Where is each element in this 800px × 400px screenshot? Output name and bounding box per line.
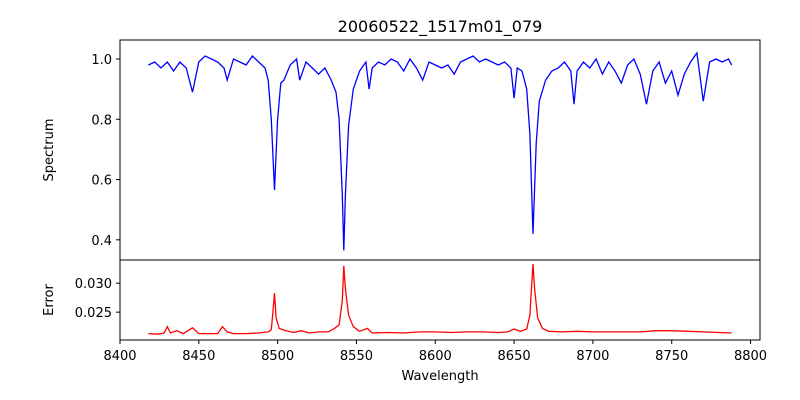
error-line xyxy=(148,264,732,335)
x-tick-label: 8750 xyxy=(655,349,688,364)
error-y-tick-label: 0.030 xyxy=(75,277,112,292)
x-axis-label: Wavelength xyxy=(401,369,478,384)
x-tick-label: 8600 xyxy=(419,349,452,364)
x-tick-label: 8550 xyxy=(340,349,373,364)
spectrum-line xyxy=(148,51,733,251)
x-tick-label: 8500 xyxy=(261,349,294,364)
y-axis-label-spectrum: Spectrum xyxy=(42,119,57,182)
error-y-tick-label: 0.025 xyxy=(75,306,112,321)
spectrum-y-tick-label: 0.8 xyxy=(91,113,112,128)
error-axes-frame xyxy=(119,259,761,341)
x-tick-label: 8400 xyxy=(103,349,136,364)
spectrum-y-tick-label: 0.6 xyxy=(91,174,112,189)
y-axis-label-error: Error xyxy=(42,284,57,316)
chart-title: 20060522_1517m01_079 xyxy=(338,17,543,37)
spectrum-y-tick-label: 1.0 xyxy=(91,53,112,68)
x-tick-label: 8450 xyxy=(182,349,215,364)
spectrum-y-tick-label: 0.4 xyxy=(91,234,112,249)
x-tick-label: 8650 xyxy=(498,349,531,364)
x-tick-label: 8700 xyxy=(576,349,609,364)
x-tick-label: 8800 xyxy=(734,349,767,364)
